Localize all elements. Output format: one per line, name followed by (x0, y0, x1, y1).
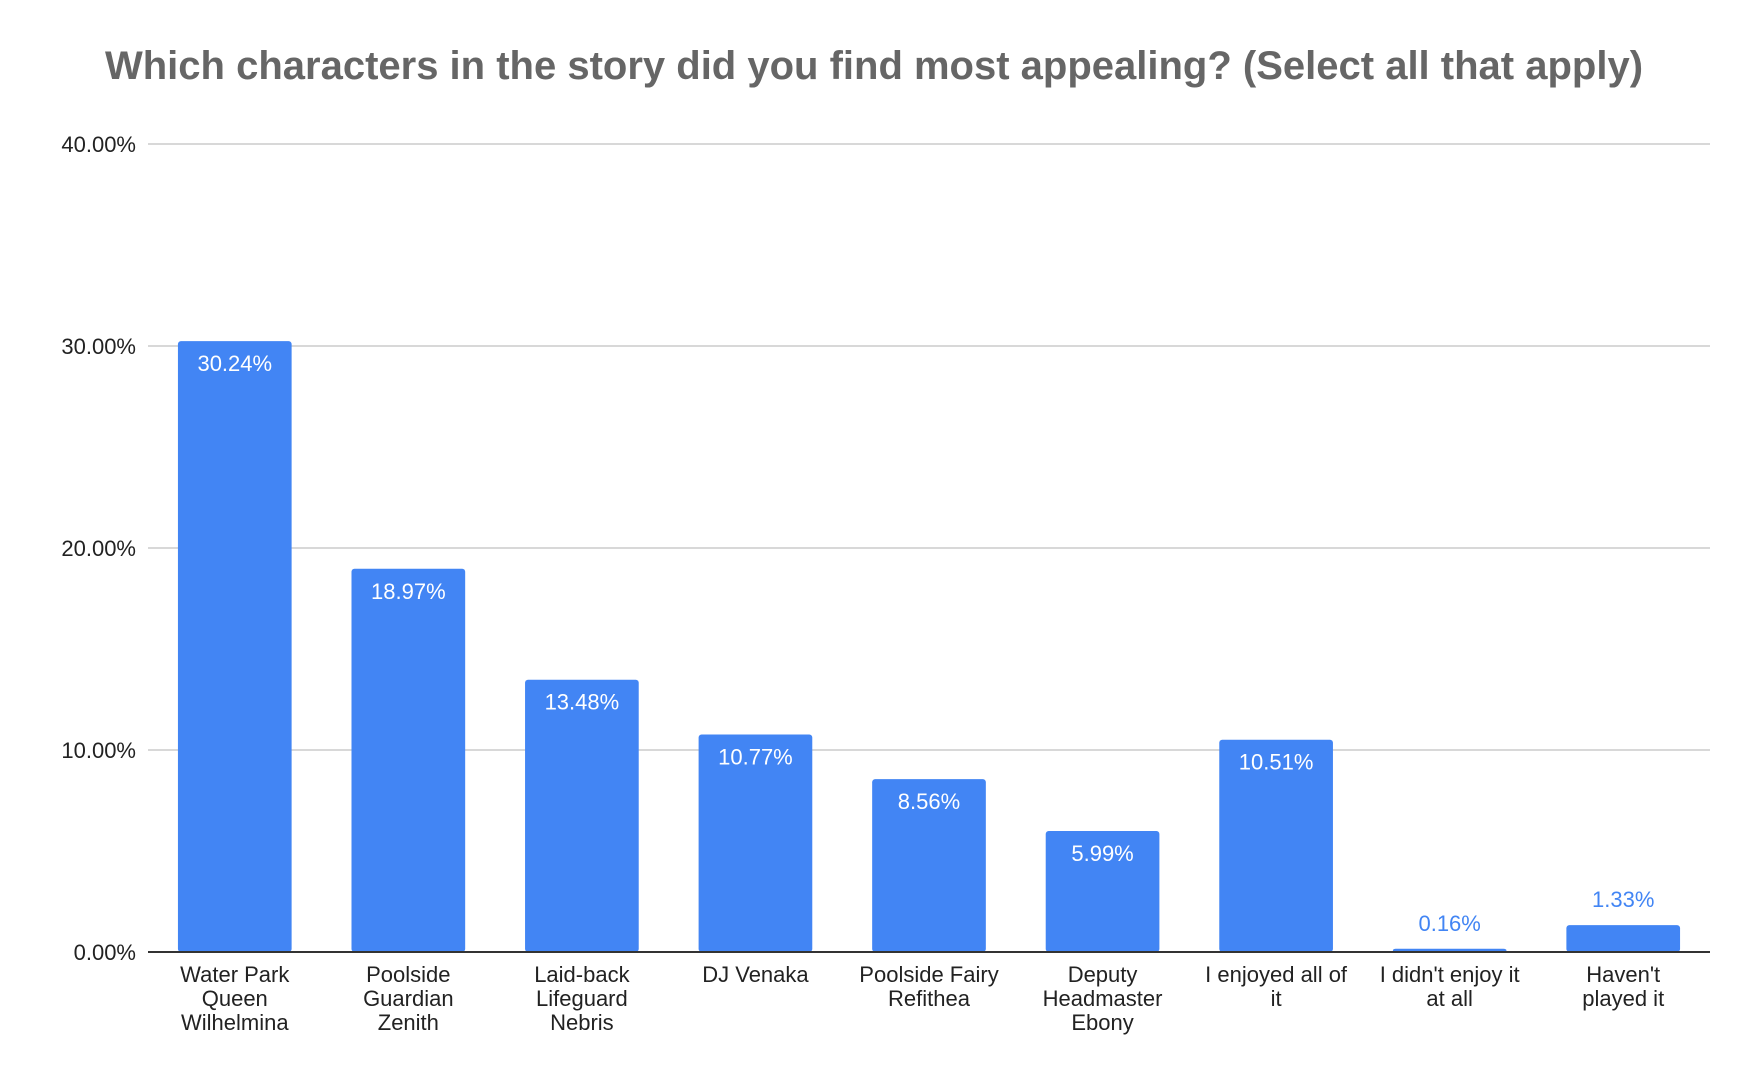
y-tick-label: 40.00% (61, 132, 136, 157)
data-label: 0.16% (1418, 911, 1480, 936)
category-label-line: Guardian (363, 986, 454, 1011)
category-label: I enjoyed all of it (1205, 962, 1348, 1011)
category-label-line: Refithea (888, 986, 971, 1011)
category-label: Poolside Guardian Zenith (363, 962, 454, 1035)
category-label-line: Poolside (366, 962, 450, 987)
y-tick-label: 20.00% (61, 536, 136, 561)
category-label-line: Poolside Fairy (859, 962, 998, 987)
category-label-line: DJ Venaka (702, 962, 809, 987)
category-label-line: Nebris (550, 1010, 614, 1035)
data-label: 5.99% (1071, 841, 1133, 866)
bar (698, 734, 813, 952)
category-label: Water Park Queen Wilhelmina (180, 962, 290, 1035)
category-label-line: Water Park (180, 962, 290, 987)
chart-title: Which characters in the story did you fi… (104, 44, 1644, 88)
category-label-line: I enjoyed all of (1205, 962, 1348, 987)
category-label: Haven't played it (1582, 962, 1664, 1011)
bar (1219, 739, 1333, 952)
bar (177, 341, 292, 953)
data-label: 13.48% (545, 690, 620, 715)
category-label-line: Deputy (1068, 962, 1138, 987)
y-tick-label: 0.00% (74, 940, 136, 965)
category-label-line: I didn't enjoy it (1380, 962, 1520, 987)
category-label: Laid-back Lifeguard Nebris (534, 962, 630, 1035)
bar (872, 779, 986, 952)
category-label: Poolside Fairy Refithea (859, 962, 998, 1011)
category-label-line: Wilhelmina (181, 1010, 289, 1035)
category-label-line: Haven't (1586, 962, 1660, 987)
bar (351, 568, 466, 952)
data-label: 1.33% (1592, 887, 1654, 912)
y-tick-label: 10.00% (61, 738, 136, 763)
category-label: I didn't enjoy it at all (1380, 962, 1520, 1011)
category-label: Deputy Headmaster Ebony (1043, 962, 1163, 1035)
bar (1045, 831, 1160, 952)
category-label: DJ Venaka (702, 962, 809, 987)
data-label: 10.77% (718, 744, 793, 769)
category-label-line: Zenith (378, 1010, 439, 1035)
category-label-line: Queen (202, 986, 268, 1011)
data-label: 8.56% (898, 789, 960, 814)
category-label-line: played it (1582, 986, 1664, 1011)
category-label-line: at all (1426, 986, 1472, 1011)
category-label-line: Ebony (1071, 1010, 1133, 1035)
bar (525, 679, 639, 952)
data-label: 10.51% (1239, 750, 1314, 775)
data-label: 18.97% (371, 579, 446, 604)
category-label-line: Lifeguard (536, 986, 628, 1011)
bar (1566, 925, 1681, 952)
y-tick-label: 30.00% (61, 334, 136, 359)
category-label-line: Headmaster (1043, 986, 1163, 1011)
data-label: 30.24% (197, 351, 272, 376)
category-label-line: it (1271, 986, 1282, 1011)
category-label-line: Laid-back (534, 962, 630, 987)
